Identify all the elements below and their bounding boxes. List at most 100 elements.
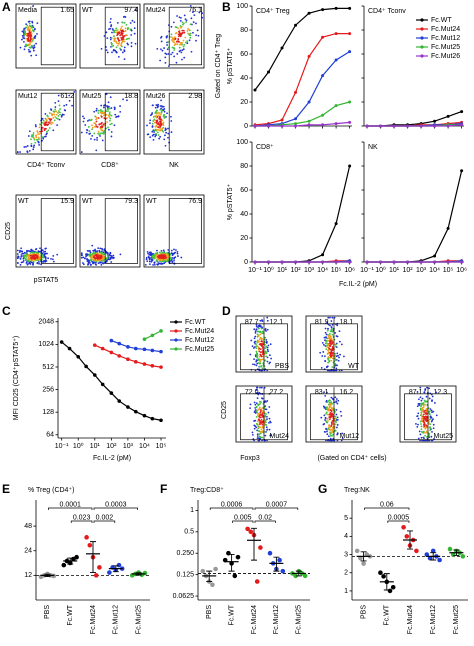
data-point xyxy=(293,573,298,579)
event-dot xyxy=(170,53,172,56)
event-dot xyxy=(96,250,99,253)
data-point xyxy=(321,74,325,78)
y-tick-label: 0.250 xyxy=(176,550,194,557)
event-dot xyxy=(256,386,258,389)
data-point xyxy=(294,260,298,264)
event-dot xyxy=(26,145,29,147)
x-tick-label: Fc.WT xyxy=(384,604,391,625)
event-dot xyxy=(435,391,438,394)
event-dot xyxy=(23,37,26,40)
event-dot xyxy=(326,406,329,408)
event-dot xyxy=(429,408,432,410)
event-dot xyxy=(261,332,264,335)
event-dot xyxy=(178,35,180,38)
event-dot xyxy=(417,412,420,415)
event-dot xyxy=(115,116,117,119)
event-dot xyxy=(107,126,109,129)
x-tick-label: Fc.Mut12 xyxy=(430,605,437,634)
gate-value: 97.4 xyxy=(124,7,138,14)
event-dot xyxy=(268,406,271,408)
event-dot xyxy=(151,122,154,125)
data-point xyxy=(294,122,298,126)
legend-swatch-dot xyxy=(420,36,424,40)
series-line xyxy=(367,124,462,127)
event-dot xyxy=(163,138,166,141)
event-dot xyxy=(265,426,268,429)
event-dot xyxy=(152,129,155,132)
event-dot xyxy=(85,131,88,134)
event-dot xyxy=(183,56,186,59)
event-dot xyxy=(258,350,261,353)
event-dot xyxy=(256,333,259,336)
event-dot xyxy=(426,435,428,438)
event-dot xyxy=(334,396,337,399)
sample-label: PBS xyxy=(275,363,289,370)
data-point xyxy=(116,562,122,568)
event-dot xyxy=(107,110,109,112)
gate-value: 83.1 xyxy=(315,389,329,396)
event-dot xyxy=(97,247,100,250)
event-dot xyxy=(155,133,158,135)
panel-letter: G xyxy=(318,482,327,496)
x-tick-label: Fc.Mut25 xyxy=(453,605,460,634)
event-dot xyxy=(145,256,148,259)
event-dot xyxy=(16,151,19,153)
significance-bracket xyxy=(364,507,410,510)
event-dot xyxy=(336,402,339,405)
data-point xyxy=(446,124,450,128)
event-dot xyxy=(157,126,160,129)
event-dot xyxy=(56,117,59,120)
event-dot xyxy=(182,29,185,32)
p-value: 0.0006 xyxy=(221,501,243,508)
legend-label: Fc.WT xyxy=(185,319,206,326)
event-dot xyxy=(423,415,426,418)
gate-value: 76.1 xyxy=(188,7,202,14)
event-dot xyxy=(420,436,423,439)
data-point xyxy=(390,584,396,590)
event-dot xyxy=(156,47,159,50)
event-dot xyxy=(90,258,93,261)
data-point xyxy=(433,254,437,258)
event-dot xyxy=(269,420,272,423)
event-dot xyxy=(258,365,261,368)
event-dot xyxy=(39,123,41,126)
event-dot xyxy=(41,117,44,120)
event-dot xyxy=(329,341,332,344)
event-dot xyxy=(428,412,431,415)
event-dot xyxy=(180,17,182,19)
event-dot xyxy=(328,342,331,345)
panel-letter: C xyxy=(2,304,11,318)
event-dot xyxy=(331,420,334,422)
event-dot xyxy=(259,319,262,322)
event-dot xyxy=(170,33,173,36)
event-dot xyxy=(264,434,267,437)
event-dot xyxy=(152,116,155,118)
event-dot xyxy=(261,347,264,349)
event-dot xyxy=(256,362,259,365)
event-dot xyxy=(328,418,331,421)
plot-frame xyxy=(235,385,293,443)
event-dot xyxy=(330,421,333,424)
event-dot xyxy=(334,362,337,365)
event-dot xyxy=(425,395,428,398)
event-dot xyxy=(256,433,259,436)
event-dot xyxy=(157,123,160,126)
event-dot xyxy=(416,425,419,428)
event-dot xyxy=(336,324,339,327)
event-dot xyxy=(159,105,162,107)
event-dot xyxy=(166,44,169,46)
event-dot xyxy=(264,350,267,353)
event-dot xyxy=(20,247,23,250)
event-dot xyxy=(41,256,44,258)
event-dot xyxy=(157,129,160,131)
data-point xyxy=(109,338,114,343)
event-dot xyxy=(118,42,121,44)
event-dot xyxy=(113,35,115,37)
event-dot xyxy=(180,51,183,54)
event-dot xyxy=(19,263,22,266)
data-point xyxy=(109,391,114,395)
event-dot xyxy=(335,367,338,370)
event-dot xyxy=(110,37,113,39)
event-dot xyxy=(256,356,259,359)
p-value: 0.0001 xyxy=(59,501,81,508)
